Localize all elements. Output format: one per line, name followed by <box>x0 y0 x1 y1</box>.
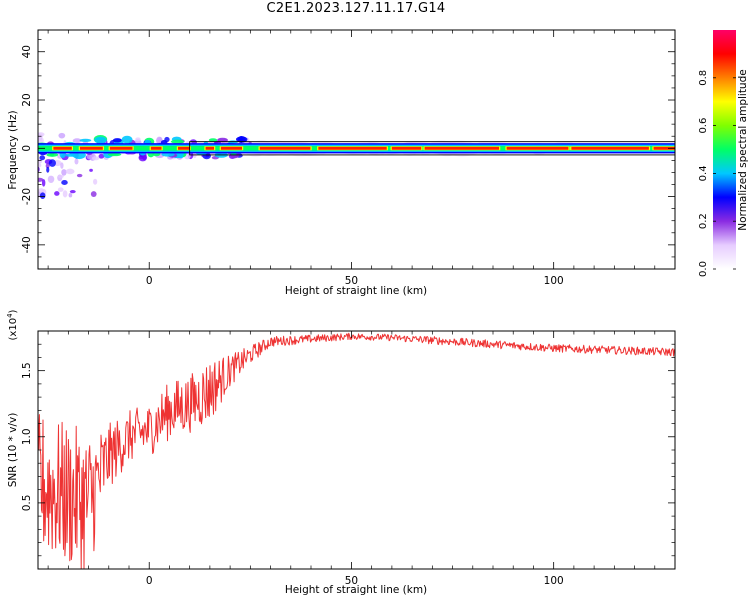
y-tick-label: 0.5 <box>21 495 33 512</box>
heatmap-cell <box>39 192 46 200</box>
spectrogram-x-axis-label: Height of straight line (km) <box>285 285 427 297</box>
colorbar-tick-label: 0.4 <box>698 165 709 181</box>
heatmap-band-peak <box>150 146 162 150</box>
heatmap-cell <box>107 152 122 157</box>
heatmap-cell <box>79 138 92 143</box>
heatmap-cell <box>138 154 148 162</box>
heatmap-cell <box>48 159 57 167</box>
x-tick-label: 0 <box>146 575 153 587</box>
heatmap-cell <box>60 162 64 169</box>
x-tick-label: 50 <box>345 275 358 287</box>
colorbar-ticks: 0.0 0.2 0.4 0.6 0.8 <box>698 70 736 277</box>
snr-y-axis-label: SNR (10 * v/v) <box>7 413 19 488</box>
spectrogram-frame <box>37 29 676 270</box>
heatmap-contour <box>189 141 675 156</box>
heatmap-cell <box>68 192 73 198</box>
heatmap-band-peak <box>53 146 72 150</box>
snr-scale-exponent: 4 <box>6 313 14 318</box>
heatmap-cell <box>46 152 59 157</box>
heatmap-cell <box>98 153 105 159</box>
colorbar-tick-label: 0.0 <box>698 261 709 277</box>
heatmap-cell <box>90 191 97 197</box>
heatmap-cell <box>58 174 64 179</box>
spectrogram-panel: 0 50 100 -40 -20 0 20 40 Height of straight lin… <box>7 29 676 297</box>
spectrogram-y-axis-label: Frequency (Hz) <box>7 110 19 189</box>
y-tick-label: 0 <box>21 145 33 152</box>
heatmap-cell <box>72 138 82 144</box>
heatmap-cell <box>69 189 76 194</box>
heatmap-cell <box>57 187 64 192</box>
heatmap-cell <box>45 163 50 169</box>
heatmap-cell <box>156 136 163 145</box>
heatmap-cell <box>112 138 122 143</box>
heatmap-cell <box>38 137 43 142</box>
colorbar-tick-label: 0.8 <box>698 70 709 86</box>
heatmap-band-peak <box>259 146 311 150</box>
heatmap-cell <box>121 135 133 144</box>
snr-panel: 0 50 100 0.5 1.0 1.5 Height of straight line … <box>6 309 676 596</box>
heatmap-cell <box>54 191 60 196</box>
heatmap-cell <box>58 132 66 139</box>
heatmap-cell <box>61 179 68 186</box>
heatmap-cell <box>47 175 55 184</box>
snr-x-axis-label: Height of straight line (km) <box>285 584 427 596</box>
y-tick-label: 1.5 <box>21 362 33 379</box>
snr-frame <box>37 330 676 570</box>
colorbar-tick-label: 0.6 <box>698 118 709 134</box>
heatmap-band-peak <box>79 146 103 150</box>
y-tick-label: -20 <box>21 188 33 205</box>
x-tick-label: 100 <box>544 575 564 587</box>
snr-scale-prefix: (x10 <box>8 318 19 341</box>
colorbar-label: Normalized spectral amplitude <box>737 69 749 230</box>
colorbar-gradient <box>713 30 736 269</box>
heatmap-cell <box>62 190 68 198</box>
heatmap-cell <box>208 138 218 142</box>
heatmap-band-peak <box>506 146 569 150</box>
heatmap-cell <box>94 136 107 144</box>
heatmap-band-peak <box>318 146 387 150</box>
x-tick-label: 50 <box>345 575 358 587</box>
heatmap-cell <box>41 179 46 187</box>
snr-scale-suffix: ) <box>8 309 19 313</box>
heatmap-cell <box>74 158 79 165</box>
snr-scale-label: (x104) <box>6 309 19 340</box>
heatmap-band-peak <box>571 146 649 150</box>
y-tick-label: 40 <box>21 45 33 58</box>
spectrogram-ticks: 0 50 100 -40 -20 0 20 40 <box>21 30 676 287</box>
spectrogram-marks <box>38 132 675 200</box>
snr-ticks: 0 50 100 0.5 1.0 1.5 <box>21 331 676 587</box>
heatmap-cell <box>135 137 141 142</box>
heatmap-cell <box>235 136 248 143</box>
y-tick-label: -40 <box>21 236 33 253</box>
heatmap-cell <box>38 177 44 182</box>
colorbar: 0.0 0.2 0.4 0.6 0.8 Normalized spectral ampl… <box>698 30 749 277</box>
heatmap-band-peak <box>391 146 422 150</box>
colorbar-tick-label: 0.2 <box>698 213 709 229</box>
heatmap-cell <box>170 139 185 144</box>
heatmap-cell <box>65 168 75 175</box>
heatmap-cell <box>61 169 67 176</box>
heatmap-cell <box>39 155 46 161</box>
y-tick-label: 20 <box>21 93 33 106</box>
snr-series-line <box>38 332 675 569</box>
heatmap-cell <box>76 173 83 178</box>
heatmap-band-peak <box>220 146 243 150</box>
x-tick-label: 100 <box>544 275 564 287</box>
heatmap-band-peak <box>205 146 215 150</box>
heatmap-cell <box>89 168 93 172</box>
heatmap-cell <box>217 137 228 143</box>
heatmap-cell <box>38 133 44 139</box>
heatmap-band-peak <box>178 146 190 150</box>
chart-title: C2E1.2023.127.11.17.G14 <box>266 1 446 16</box>
heatmap-cell <box>46 166 50 173</box>
heatmap-cell <box>91 156 100 161</box>
y-tick-label: 1.0 <box>21 428 33 445</box>
x-tick-label: 0 <box>146 275 153 287</box>
heatmap-cell <box>93 178 98 185</box>
heatmap-band-peak <box>653 146 675 150</box>
heatmap-band-peak <box>109 146 133 150</box>
heatmap-band-peak <box>424 146 500 150</box>
heatmap-cell <box>38 163 42 168</box>
